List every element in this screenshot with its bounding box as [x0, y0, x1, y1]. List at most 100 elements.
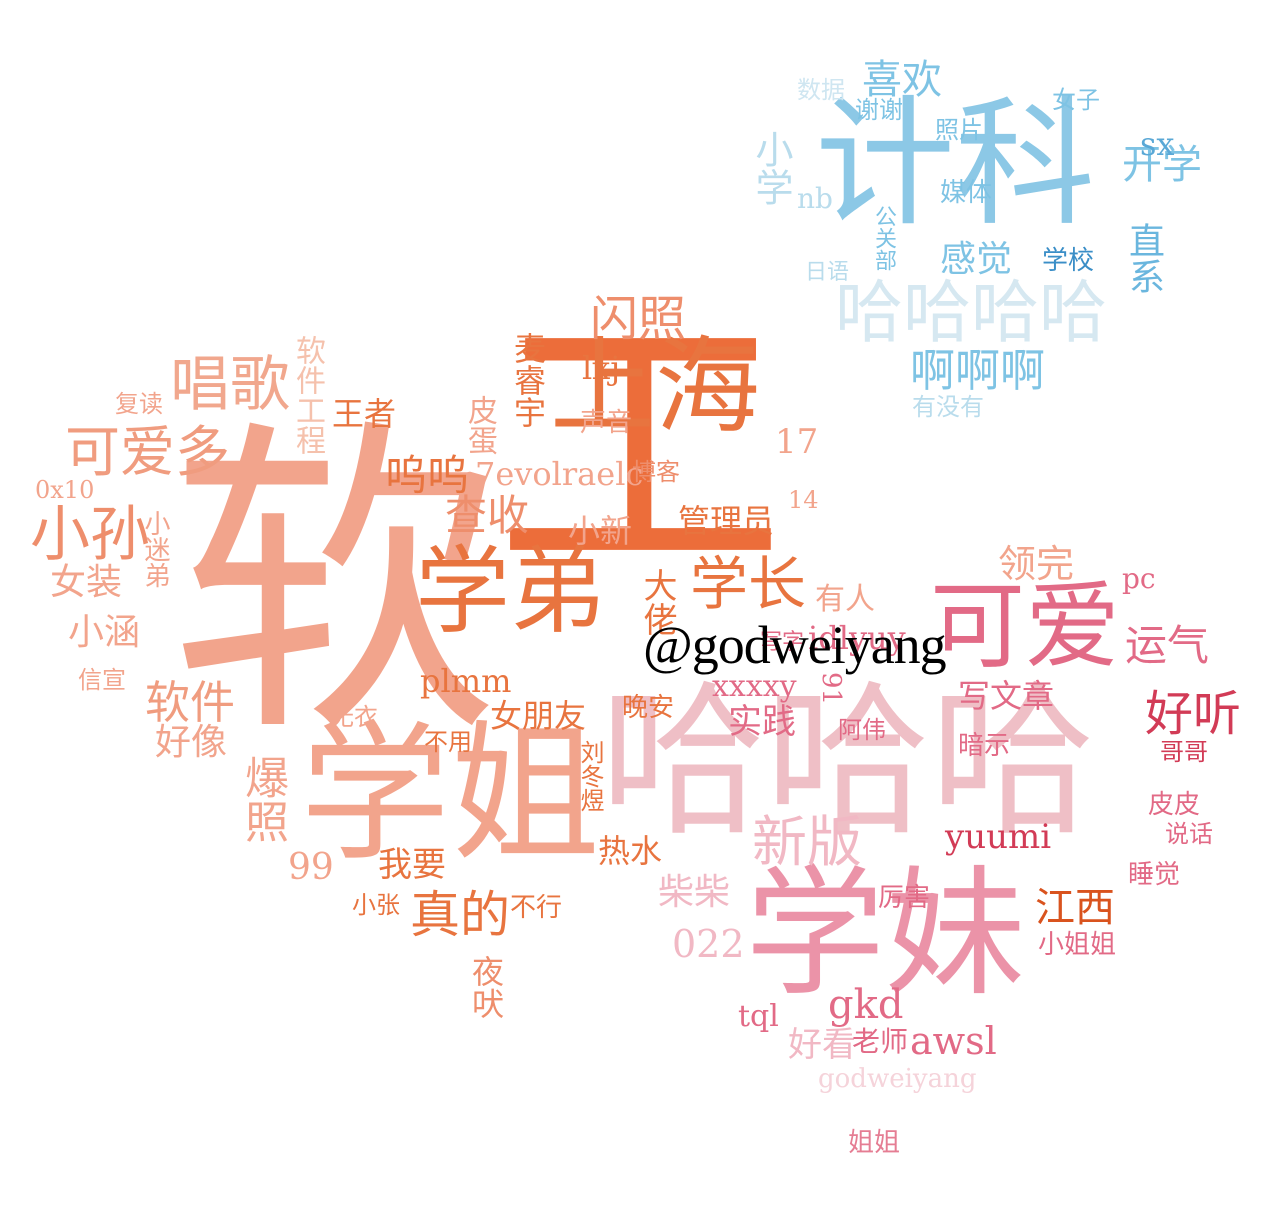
word: 写字: [760, 630, 805, 655]
word: 管理员: [678, 502, 775, 540]
word: 姐姐: [848, 1128, 901, 1158]
word: 有人: [815, 582, 875, 617]
word: awsl: [910, 1019, 997, 1063]
word: 日语: [805, 260, 850, 285]
word: 小张: [352, 891, 400, 919]
word: gkd: [828, 982, 904, 1028]
word: 厉害: [878, 883, 931, 913]
word: 好看: [788, 1025, 856, 1065]
word: 刘冬煜: [576, 740, 604, 812]
word: 小孙: [30, 500, 150, 570]
word: plmm: [420, 662, 512, 700]
word: 媒体: [940, 178, 993, 208]
word: 17: [775, 422, 819, 462]
word: 夜吠: [467, 955, 505, 1019]
word: 小迷弟: [140, 510, 170, 588]
word: 女子: [1052, 86, 1100, 114]
word: 王者: [332, 395, 397, 433]
watermark: @godweiyang: [643, 615, 947, 675]
word: 真的: [410, 886, 510, 944]
word: 热水: [598, 832, 663, 870]
word: 计科: [815, 83, 1096, 246]
word: 022: [672, 922, 745, 966]
word: 信宣: [78, 666, 126, 694]
word: 领完: [998, 542, 1075, 586]
word: 学弟: [415, 537, 606, 647]
word: 小学: [749, 130, 793, 206]
word: 不行: [510, 893, 563, 923]
word: idlyuy: [808, 619, 906, 657]
word: 柴柴: [658, 872, 731, 913]
word: 学妹: [745, 853, 1026, 1016]
word: 呜呜: [385, 451, 470, 500]
word: 0x10: [35, 476, 95, 504]
word: 有没有: [912, 393, 984, 421]
word: 哈哈哈哈: [835, 274, 1108, 353]
word: 学校: [1042, 246, 1095, 276]
word: 爆照: [237, 755, 288, 843]
word: nb: [797, 182, 833, 215]
word: 7evolraelc: [475, 455, 644, 493]
word: 91: [816, 672, 846, 706]
word: 麦睿宇: [509, 332, 547, 428]
word: 哈哈哈: [600, 666, 1095, 858]
word: 小新: [568, 512, 633, 550]
word: 照片: [935, 116, 983, 144]
word: 99: [288, 847, 334, 888]
word: 实践: [728, 702, 796, 742]
word: 14: [788, 486, 819, 514]
word: 江西: [1035, 885, 1115, 931]
word: 说话: [1165, 820, 1213, 848]
word: 阿伟: [838, 716, 886, 744]
word: 博客: [632, 458, 680, 486]
word: 开学: [1122, 142, 1202, 188]
word: 老师: [852, 1025, 909, 1058]
word: 唱歌: [170, 350, 290, 420]
word: 晚安: [622, 693, 675, 723]
word: 皮蛋: [462, 395, 497, 455]
word: pc: [1122, 562, 1156, 595]
word: 皮皮: [1148, 790, 1201, 820]
word: 闪照: [590, 291, 687, 347]
word: 啊啊啊: [910, 344, 1046, 397]
word: 查收: [445, 491, 530, 540]
word: 谢谢: [855, 96, 903, 124]
word: yuumi: [945, 817, 1052, 857]
word: 声音: [580, 408, 633, 438]
word: 复读: [115, 390, 163, 418]
word: 女朋友: [490, 697, 587, 735]
word: 好听: [1145, 686, 1242, 742]
word: 小涵: [68, 612, 141, 653]
word: 感觉: [940, 239, 1013, 280]
word: 工: [495, 281, 785, 618]
word: 上海: [550, 326, 761, 448]
word: 软: [170, 393, 500, 777]
word: 无衣: [330, 703, 378, 731]
word: 大佬: [637, 568, 677, 636]
word: 运气: [1125, 621, 1210, 670]
word: 女装: [50, 562, 123, 603]
word: 公关部: [871, 205, 896, 271]
word: 好像: [155, 722, 228, 763]
word: 睡觉: [1128, 860, 1181, 890]
word: 学长: [690, 550, 807, 618]
word: 学姐: [300, 708, 601, 882]
word: 可爱多: [65, 420, 231, 484]
word: 喜欢: [862, 57, 942, 103]
word: 不用: [424, 728, 472, 756]
word: tql: [738, 999, 779, 1034]
word: 软件: [145, 676, 236, 729]
word: 新版: [752, 810, 863, 874]
word: 哥哥: [1160, 738, 1208, 766]
word: 直系: [1123, 222, 1164, 294]
word: sx: [1140, 125, 1175, 163]
word: 数据: [797, 76, 845, 104]
word: lxj: [582, 349, 621, 387]
word: 暗示: [958, 731, 1011, 761]
word: 软件工程: [290, 335, 325, 455]
word: godweiyang: [818, 1064, 977, 1094]
word: 小姐姐: [1038, 930, 1117, 960]
word: xxxxy: [712, 669, 797, 704]
word: 可爱: [930, 572, 1121, 682]
